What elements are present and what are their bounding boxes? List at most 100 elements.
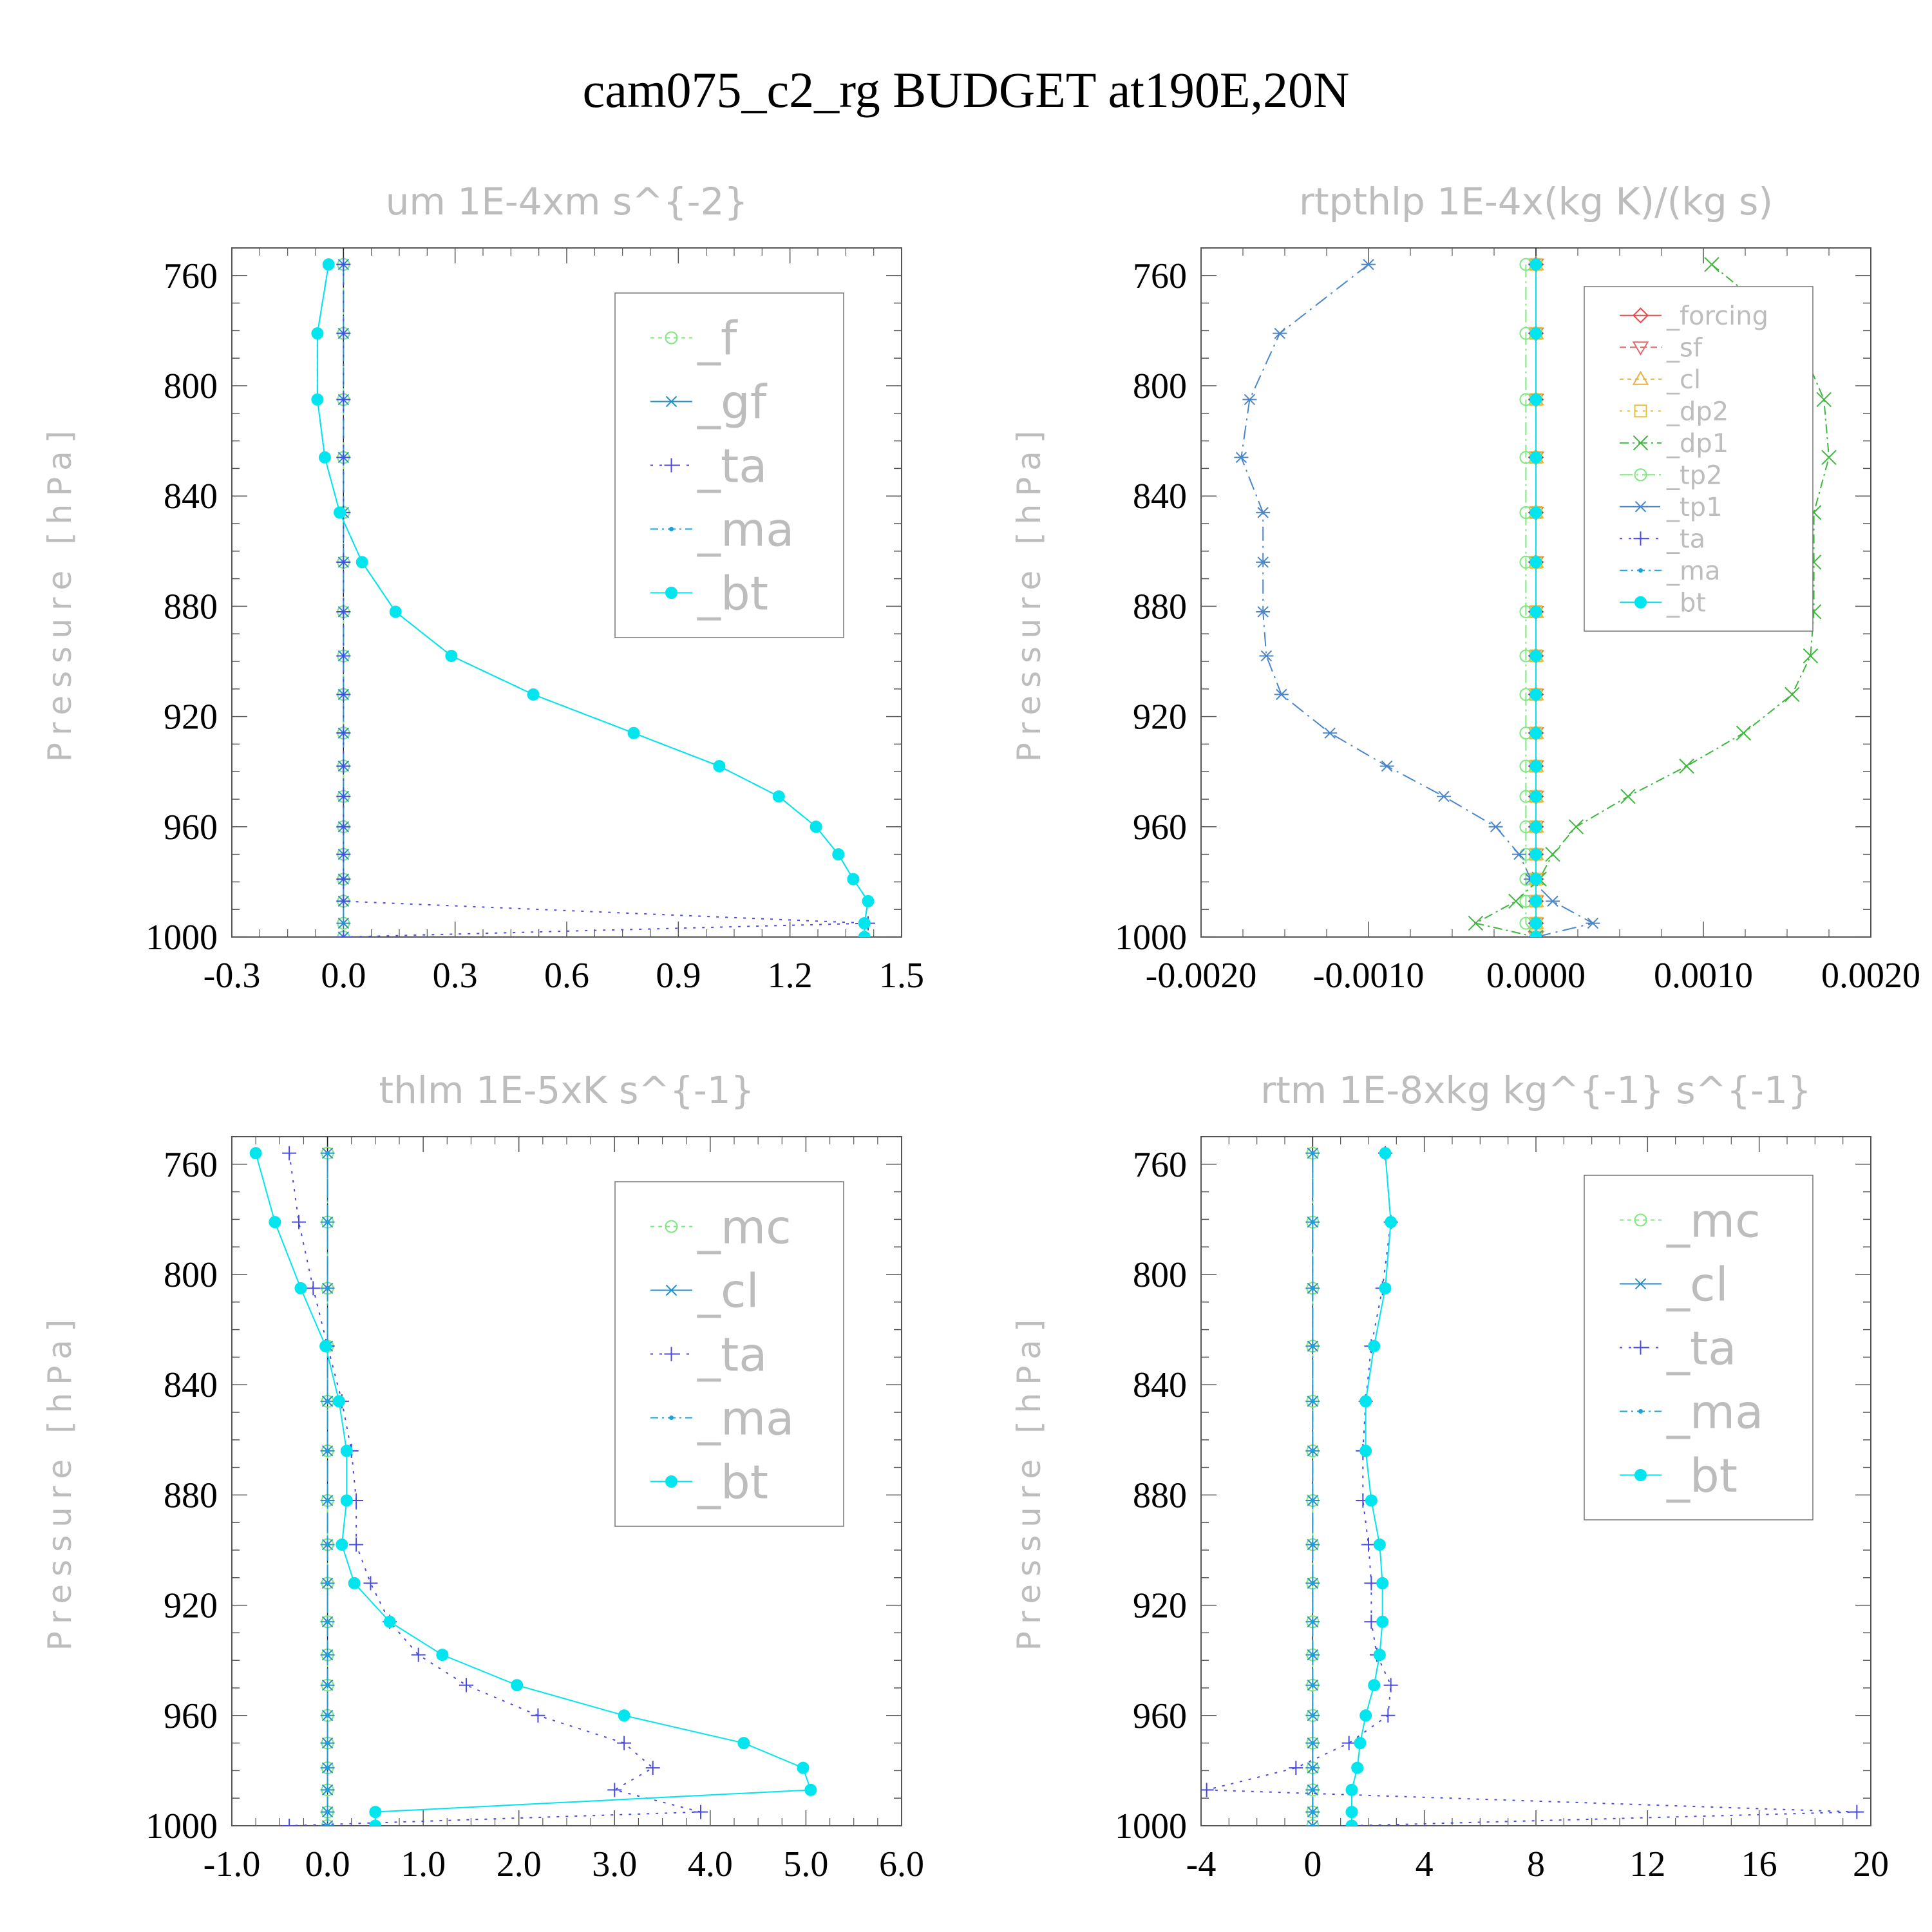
data-point [1310,1542,1315,1547]
legend-label: _tp2 [1666,461,1723,491]
data-point [325,1823,330,1826]
data-point [336,759,351,773]
y-tick-label: 880 [1133,1475,1187,1515]
series-tp1 [1234,258,1600,937]
legend-label: _dp1 [1666,429,1728,459]
legend-marker [1638,568,1643,573]
data-point [1530,820,1542,833]
data-point [531,1708,545,1723]
y-tick-label: 920 [1133,1586,1187,1626]
panel-title: thlm 1E-5xK s^{-1} [379,1068,754,1112]
legend-marker [665,1475,677,1488]
data-point [311,393,324,406]
data-point [348,1577,361,1589]
data-point [269,1216,281,1229]
y-tick-label: 920 [1133,697,1187,737]
data-point [713,760,726,773]
x-tick-label: 0.6 [544,956,589,996]
legend-marker [1634,596,1647,609]
legend-marker [1638,1409,1643,1414]
legend-label: _mc [697,1200,791,1254]
y-tick-label: 760 [164,256,218,296]
data-point [1816,392,1832,408]
data-point [1530,917,1542,930]
data-point [336,931,351,937]
data-point [527,688,540,701]
legend-label: _ta [697,439,767,493]
data-point [804,1783,817,1796]
data-point [1488,821,1503,833]
data-point [325,1787,330,1792]
legend-marker [669,527,674,531]
data-point [336,894,351,909]
data-point [1368,1679,1381,1692]
legend-marker [1633,435,1649,451]
data-point [607,1783,622,1797]
data-point [336,917,351,929]
y-axis-label: Pressure [hPa] [1010,1312,1048,1651]
legend-label: _bt [697,566,768,620]
data-point [797,1761,810,1774]
data-point [1545,846,1560,862]
data-point [1530,895,1542,907]
legend-label: _dp2 [1666,397,1728,427]
data-point [832,848,845,861]
x-tick-label: 0.0000 [1486,956,1586,996]
rtpthlp-panel: rtpthlp 1E-4x(kg K)/(kg s) Pressure [hPa]… [1010,180,1920,996]
data-point [1256,606,1271,618]
data-point [617,1736,632,1750]
data-point [511,1679,524,1692]
data-point [325,1542,330,1547]
data-point [1310,1448,1315,1454]
rtm-panel: rtm 1E-8xkg kg^{-1} s^{-1} Pressure [hPa]… [1010,1068,1889,1884]
data-point [1354,1737,1367,1750]
data-point [1310,1220,1315,1225]
legend-label: _bt [1666,589,1706,618]
data-point [319,1340,332,1352]
y-tick-label: 760 [1133,256,1187,296]
data-point [737,1737,750,1750]
data-point [1310,1285,1315,1291]
panel-title: um 1E-4xm s^{-2} [386,180,748,223]
data-point [311,327,324,340]
data-point [325,1683,330,1688]
data-point [1530,451,1542,464]
data-point [369,1819,382,1826]
legend-marker [664,1284,679,1296]
data-point [1310,1683,1315,1688]
data-point [1821,450,1837,465]
data-point [320,1820,335,1826]
data-point [847,873,860,886]
data-point [1359,1444,1372,1457]
legend-marker [664,395,679,408]
data-point [1273,327,1287,339]
series-ma [1310,1151,1315,1826]
y-axis-label: Pressure [hPa] [41,1312,79,1651]
x-tick-label: -0.0020 [1146,956,1257,996]
x-tick-label: 0.0020 [1821,956,1920,996]
y-tick-label: 760 [164,1145,218,1185]
x-tick-label: 1.2 [768,956,813,996]
x-tick-label: 0.0 [305,1844,350,1884]
data-point [1379,760,1394,772]
data-point [282,1146,297,1160]
data-point [1364,1576,1379,1591]
data-point [1310,1741,1315,1746]
data-point [1310,1713,1315,1718]
legend-box [614,1181,844,1527]
y-tick-label: 800 [1133,366,1187,406]
series-bt [311,258,875,937]
data-point [1289,1761,1303,1776]
data-point [1530,931,1542,937]
legend-label: _ma [1666,556,1720,586]
series-bt [249,1147,817,1826]
data-point [1385,1216,1397,1229]
data-point [1201,1783,1214,1797]
data-point [1586,917,1600,929]
y-tick-label: 760 [1133,1145,1187,1185]
data-point [336,554,351,569]
legend-label: _cl [1666,1257,1728,1311]
x-tick-label: 1.0 [401,1844,446,1884]
y-axis-label: Pressure [hPa] [1010,423,1048,762]
